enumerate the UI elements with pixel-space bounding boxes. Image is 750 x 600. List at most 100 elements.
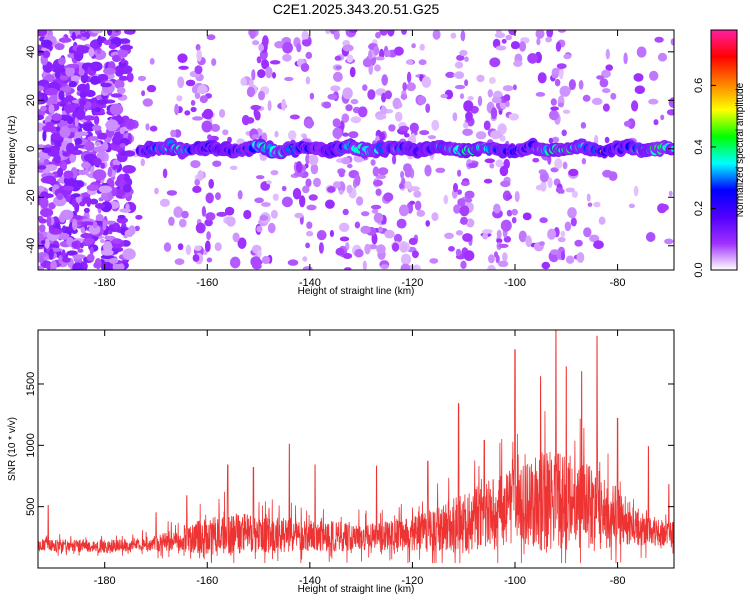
noise-cell [244,117,255,124]
noise-cell [114,79,125,90]
noise-cell [190,100,196,106]
noise-cell [258,43,265,52]
spectrogram-ytick-label: 20 [25,94,37,106]
noise-cell [118,173,125,180]
noise-cell [548,110,560,121]
noise-cell [346,54,354,63]
noise-cell [42,147,52,154]
noise-cell [179,218,187,228]
noise-cell [197,170,204,181]
noise-cell [562,161,568,170]
noise-cell [185,79,196,87]
noise-cell [338,189,344,195]
noise-cell [586,193,591,202]
spectrogram-panel: -180 -160 -140 -120 -100 -80 -40 -20 0 20 40 Heigh… [7,29,675,297]
noise-cell [176,95,183,102]
noise-cell [506,209,513,217]
noise-cell [265,66,273,79]
noise-cell [392,154,397,165]
noise-cell [309,92,315,100]
noise-cell [257,250,262,258]
noise-cell [256,225,263,233]
noise-cell [93,49,107,60]
noise-cell [556,63,567,69]
noise-cell [44,74,55,82]
noise-cell [508,113,519,121]
noise-cell [409,122,419,133]
noise-cell [42,50,51,59]
noise-cell [571,190,579,198]
noise-cell [118,75,129,81]
spectrogram-ylabel: Frequency (Hz) [7,116,18,185]
noise-cell [344,267,352,270]
noise-cell [301,30,309,41]
noise-cell [345,104,353,112]
noise-cell [596,75,605,80]
noise-cell [63,170,74,179]
noise-cell [89,246,94,255]
noise-cell [258,90,265,101]
noise-cell [229,165,238,170]
noise-cell [425,220,431,227]
noise-cell [190,106,197,113]
noise-cell [52,67,66,73]
noise-cell [71,31,76,41]
noise-cell [254,110,261,121]
noise-cell [465,111,473,122]
noise-cell [370,204,382,210]
noise-cell [411,250,419,259]
noise-cell [119,208,131,213]
spectrogram-xtick-label: -140 [299,277,321,289]
noise-cell [42,175,57,184]
noise-cell [120,57,126,64]
noise-cell [137,75,147,82]
noise-cell [48,248,54,260]
noise-cell [208,178,214,189]
noise-cell [38,232,44,242]
noise-cell [84,141,95,152]
noise-cell [117,214,126,220]
noise-cell [108,257,119,264]
noise-cell [594,134,599,146]
noise-cell [71,198,77,208]
noise-cell [269,60,281,65]
noise-cell [62,257,71,263]
noise-cell [333,30,340,40]
noise-cell [58,57,66,65]
noise-cell [427,135,436,140]
noise-cell [53,154,61,164]
noise-cell [232,232,240,243]
noise-cell [539,241,545,246]
noise-cell [78,68,85,76]
noise-cell [103,39,112,46]
noise-cell [367,89,376,100]
noise-cell [545,36,552,43]
noise-cell [302,185,310,194]
noise-cell [114,65,125,77]
noise-cell [216,211,228,217]
noise-cell [306,221,313,229]
noise-cell [83,153,98,162]
noise-cell [54,71,61,79]
noise-cell [464,79,469,87]
colorbar-ticks: 0.0 0.2 0.4 0.6 [693,78,716,278]
noise-cell [563,54,572,60]
noise-cell [633,73,644,82]
noise-cell [178,65,189,70]
noise-cell [349,66,356,78]
noise-cell [38,44,43,50]
noise-cell [393,233,403,243]
noise-cell [75,108,86,120]
noise-cell [302,256,308,262]
noise-cell [417,95,427,105]
noise-cell [327,93,338,100]
noise-cell [527,53,538,64]
noise-cell [633,185,639,197]
noise-cell [332,118,341,128]
noise-cell [354,248,364,258]
noise-cell [339,222,350,232]
noise-cell [518,41,527,52]
noise-cell [112,238,122,245]
noise-cell [535,184,545,191]
noise-cell [554,158,563,169]
